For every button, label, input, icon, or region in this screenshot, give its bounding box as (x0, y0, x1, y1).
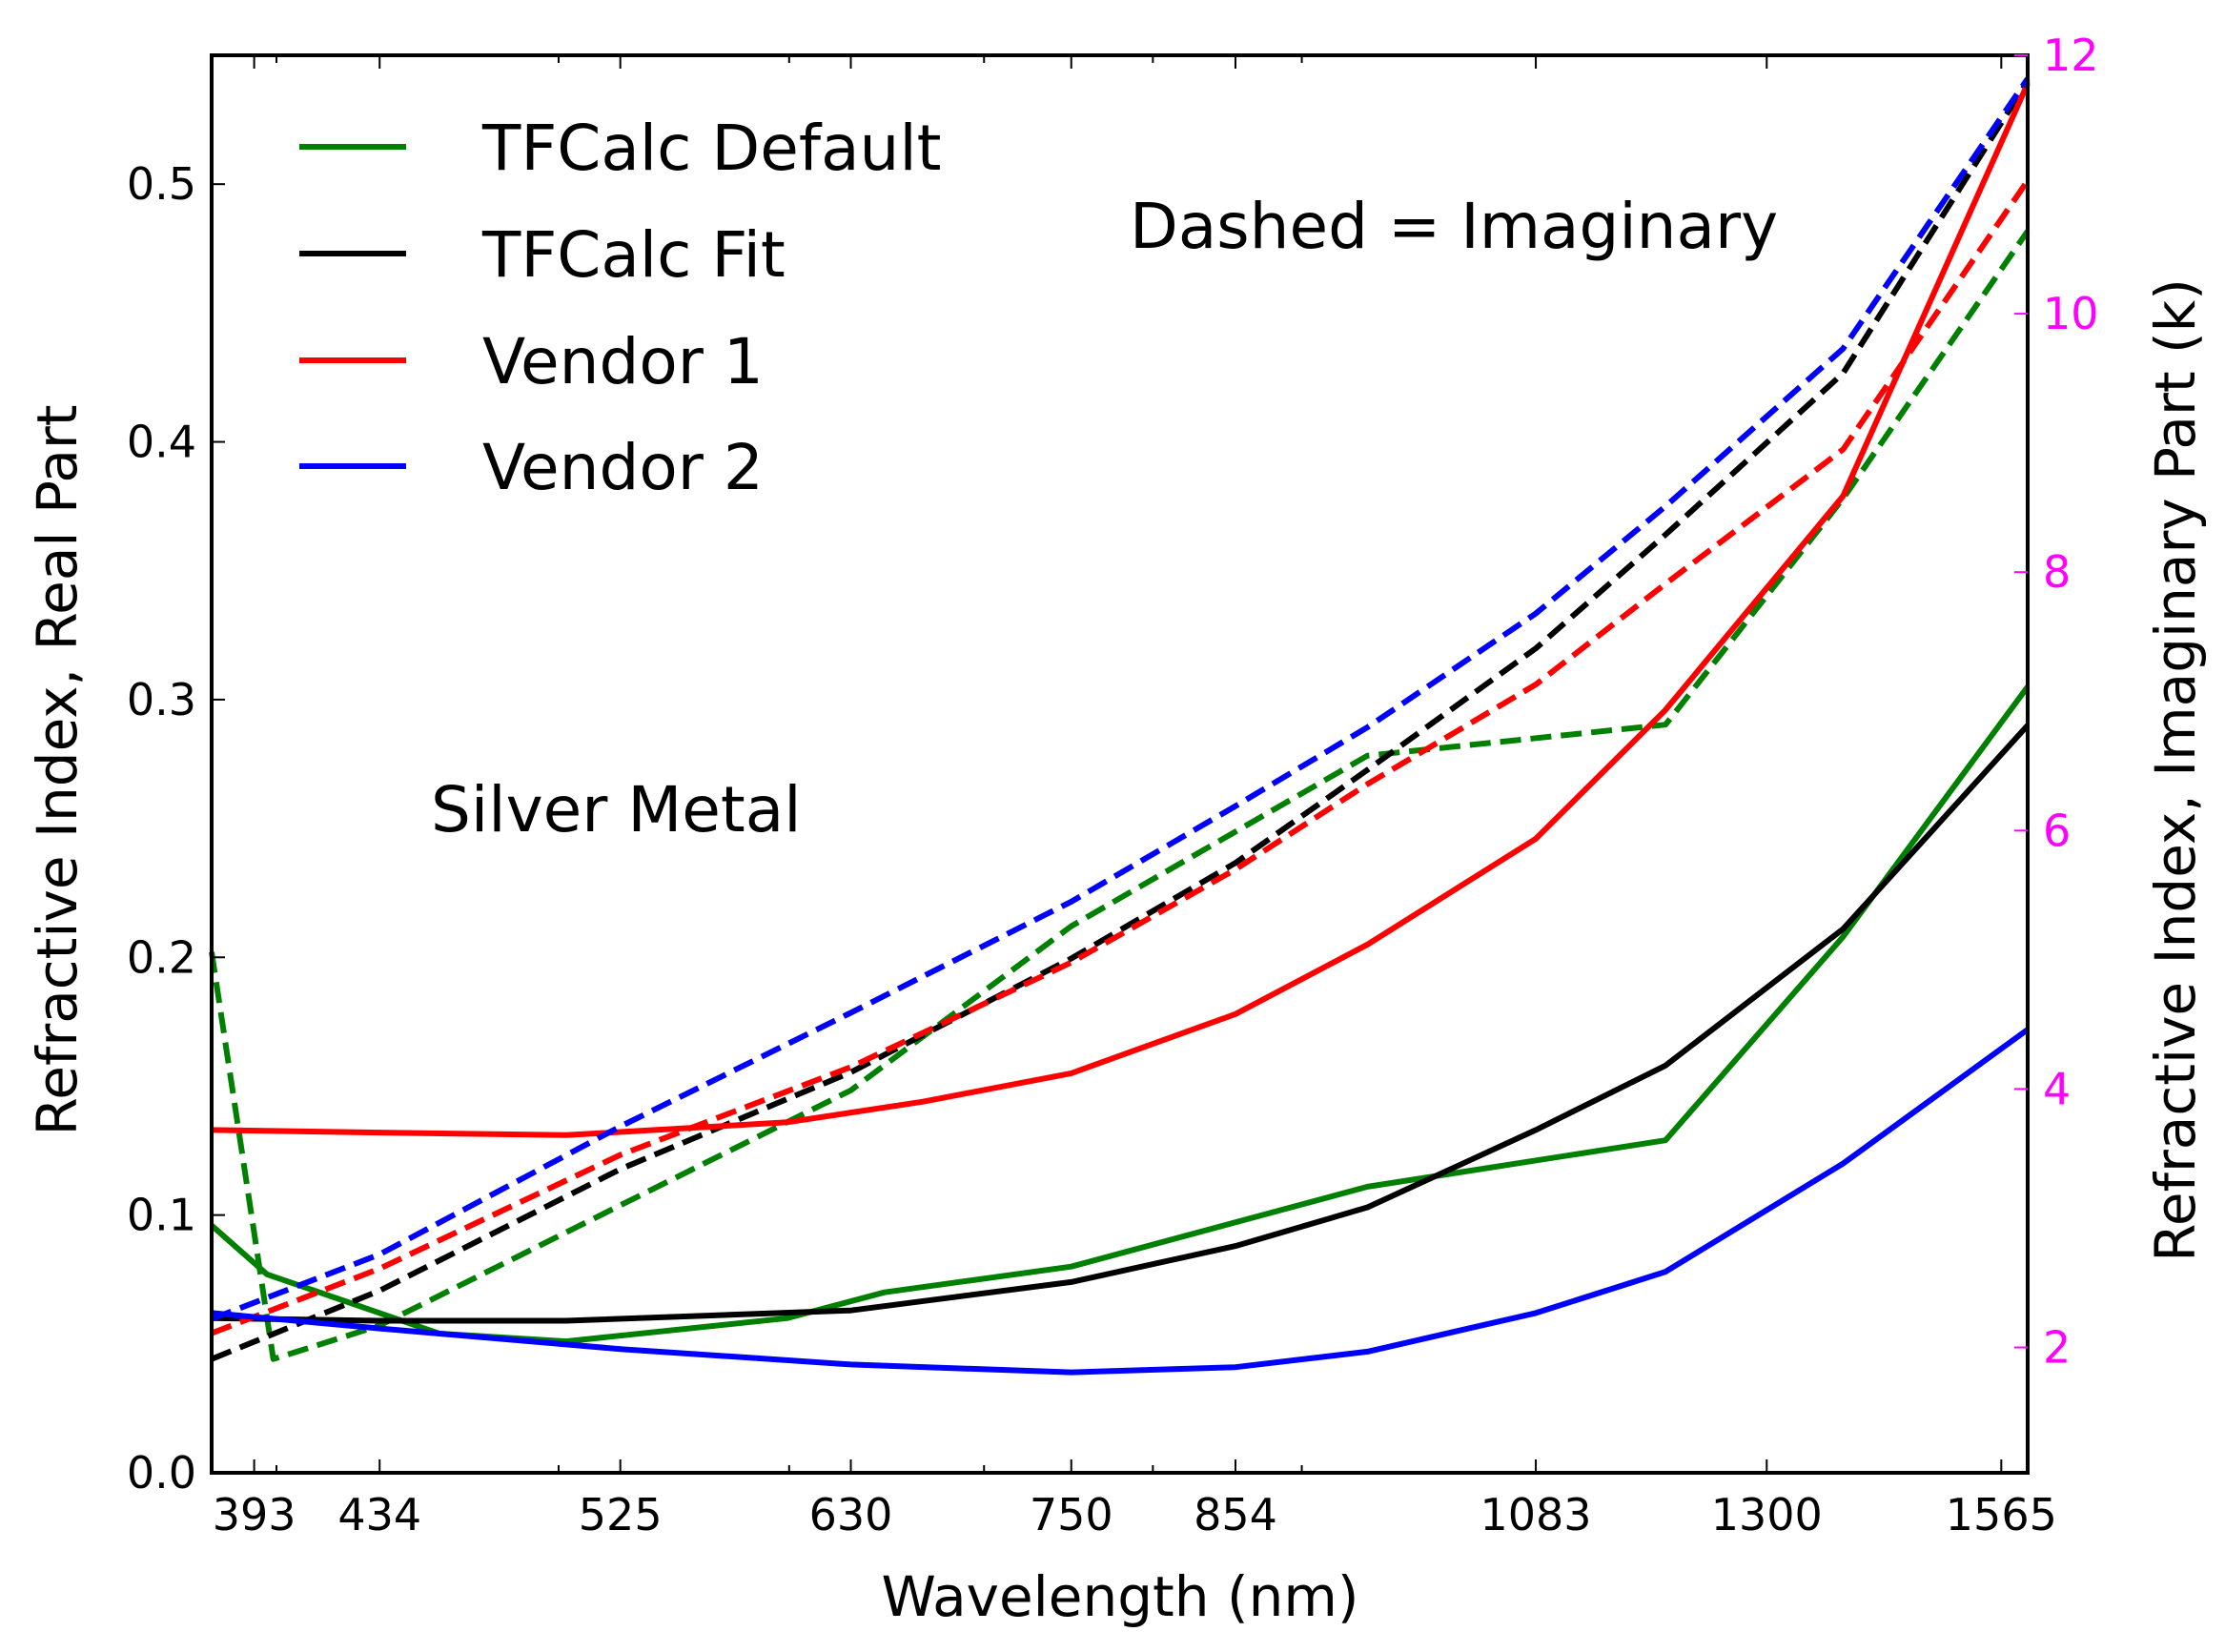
y-tick-label: 0.3 (127, 674, 196, 725)
series-line-tfcalc-default-real (210, 684, 2031, 1345)
y-tick-label: 0.1 (127, 1190, 196, 1241)
series-line-vendor-2-real (211, 1027, 2030, 1376)
legend: TFCalc Default TFCalc Fit Vendor 1 Vendo… (299, 112, 942, 504)
y-ticks-right: 2 4 6 8 10 12 (2014, 30, 2099, 1374)
y-tick-label: 0.4 (127, 417, 196, 468)
series-layer (209, 76, 2031, 1376)
y-ticks-left: 0.0 0.1 0.2 0.3 0.4 0.5 (127, 158, 225, 1499)
y-right-tick-label: 6 (2043, 805, 2071, 856)
x-tick-label: 525 (579, 1489, 663, 1540)
x-tick-label: 1300 (1711, 1489, 1823, 1540)
series-line-tfcalc-fit-imaginary (210, 79, 2031, 1362)
x-tick-label: 1565 (1946, 1489, 2057, 1540)
legend-label-tfcalc-fit: TFCalc Fit (481, 218, 786, 292)
x-tick-label: 393 (213, 1489, 296, 1540)
annotation-silver-metal: Silver Metal (431, 773, 802, 846)
x-tick-label: 750 (1030, 1489, 1113, 1540)
y-right-tick-label: 10 (2043, 288, 2099, 339)
y-axis-label-right: Refractive Index, Imaginary Part (k) (2143, 278, 2208, 1262)
series-line-tfcalc-fit-real (211, 723, 2031, 1324)
y-right-tick-label: 4 (2043, 1063, 2071, 1114)
series-line-vendor-2-imaginary (210, 76, 2031, 1322)
series-line-vendor-1-real (211, 82, 2031, 1138)
x-tick-label: 854 (1194, 1489, 1277, 1540)
legend-label-tfcalc-default: TFCalc Default (481, 112, 942, 185)
legend-label-vendor-2: Vendor 2 (482, 431, 764, 504)
x-axis-label: Wavelength (nm) (881, 1564, 1358, 1629)
series-line-vendor-1-imaginary (210, 178, 2031, 1336)
plot-frame (210, 53, 2030, 1475)
y-tick-label: 0.2 (127, 931, 196, 983)
series-line-tfcalc-default-imaginary (209, 229, 2031, 1362)
y-tick-label: 0.5 (127, 158, 196, 210)
y-axis-label-left: Refractive Index, Real Part (25, 405, 90, 1136)
y-tick-label: 0.0 (127, 1447, 196, 1499)
annotation-dashed-imaginary: Dashed = Imaginary (1130, 190, 1778, 263)
y-right-tick-label: 12 (2043, 30, 2099, 81)
legend-label-vendor-1: Vendor 1 (482, 325, 764, 398)
y-right-tick-label: 2 (2043, 1322, 2071, 1374)
x-tick-label: 434 (337, 1489, 421, 1540)
x-tick-label: 630 (809, 1489, 893, 1540)
x-tick-label: 1083 (1480, 1489, 1592, 1540)
x-ticks: 393 434 525 630 750 854 1083 1300 1565 (213, 55, 2057, 1540)
y-right-tick-label: 8 (2043, 546, 2071, 598)
